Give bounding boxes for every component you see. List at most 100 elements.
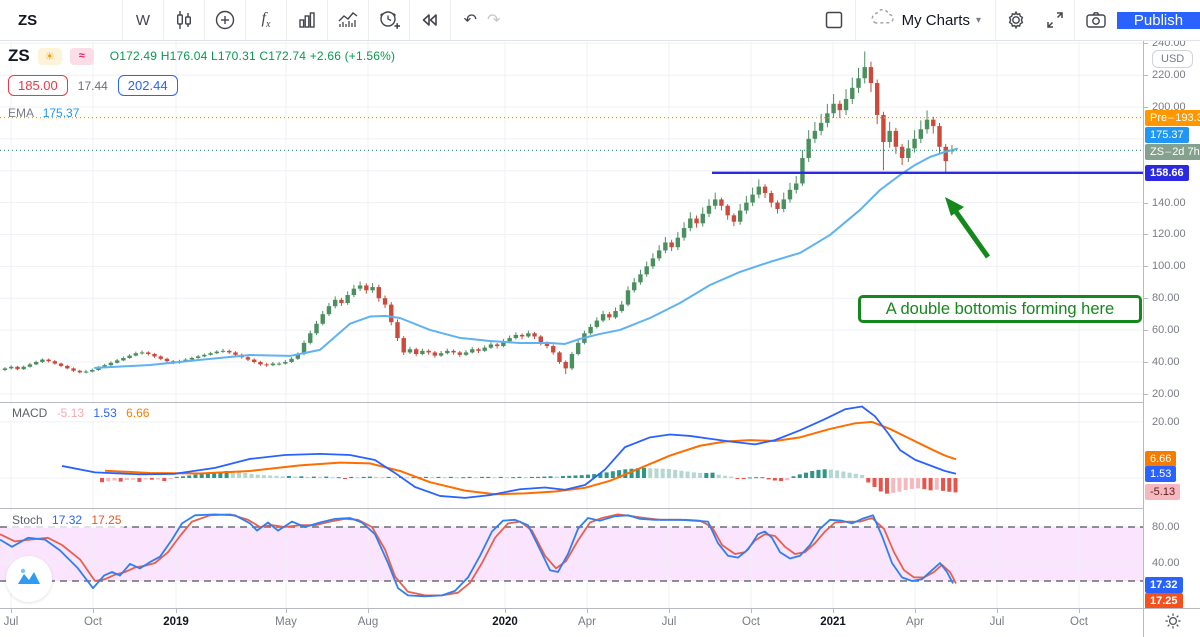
layout-select-button[interactable] [813, 10, 855, 30]
volatility-wave-icon: ≈ [69, 47, 94, 65]
price-tick-label: 220.00 [1152, 69, 1186, 82]
snapshot-button[interactable] [1075, 10, 1117, 30]
buy-price-pill[interactable]: 202.44 [117, 75, 178, 96]
redo-icon[interactable]: ↷ [487, 12, 501, 29]
time-tick-label: Jul [989, 616, 1005, 628]
time-tick-label: May [275, 616, 297, 628]
undo-redo-group: ↶ ↷ [451, 0, 513, 40]
price-tick-label: 60.00 [1152, 324, 1180, 337]
stoch-tick-label: 80.00 [1152, 520, 1180, 533]
chart-canvas[interactable] [0, 40, 1143, 608]
legend-symbol[interactable]: ZS [8, 46, 30, 65]
stoch-d-value: 17.25 [91, 513, 122, 527]
stoch-panel [0, 508, 1143, 608]
ema-price-badge: 175.37 [1145, 126, 1189, 143]
fullscreen-icon [1045, 10, 1065, 30]
macd-tick-label: 20.00 [1152, 415, 1180, 428]
annotation-text-box[interactable]: A double bottomis forming here [858, 295, 1142, 323]
stoch-k-badge: 17.32 [1145, 577, 1183, 593]
price-tick-label: 20.00 [1152, 387, 1180, 400]
stoch-label: Stoch [12, 513, 43, 527]
annotation-arrow[interactable] [945, 197, 991, 259]
indicators-button[interactable]: fx [246, 0, 287, 40]
undo-icon[interactable]: ↶ [463, 12, 477, 29]
stoch-k-value: 17.32 [52, 513, 83, 527]
sell-price-pill[interactable]: 185.00 [8, 75, 68, 96]
bar-replay-button[interactable] [410, 0, 451, 40]
hline-price-badge: 158.66 [1145, 164, 1189, 181]
mountain-chart-icon [16, 566, 42, 593]
compare-button[interactable] [205, 0, 246, 40]
chevron-down-icon: ▾ [975, 14, 981, 26]
panel-separator-stoch[interactable] [0, 508, 1200, 509]
macd-hist-value: -5.13 [56, 406, 85, 420]
stoch-d-line [0, 513, 957, 597]
timezone-settings-cell[interactable] [1143, 609, 1200, 637]
time-tick-label: Oct [742, 616, 760, 628]
macd-line [61, 405, 957, 499]
price-tick-label: 80.00 [1152, 292, 1180, 305]
interval-button[interactable]: W [123, 0, 164, 40]
time-tick-label: 2019 [163, 616, 189, 628]
settings-button[interactable] [996, 9, 1036, 31]
spread-value: 17.44 [77, 78, 108, 93]
fullscreen-button[interactable] [1036, 10, 1074, 30]
price-axis[interactable]: USD 240.00 220.00 200.00 140.00 120.00 100.00… [1143, 37, 1200, 609]
macd-signal-badge: 6.66 [1145, 451, 1177, 467]
alert-button[interactable] [369, 0, 410, 40]
time-tick-label: Apr [578, 616, 596, 628]
time-tick-label: Apr [906, 616, 924, 628]
macd-signal-line [104, 420, 957, 496]
macd-line-badge: 1.53 [1145, 466, 1177, 482]
panel-separator-macd[interactable] [0, 402, 1200, 403]
macd-label: MACD [12, 406, 48, 420]
price-tick-label: 40.00 [1152, 355, 1180, 368]
templates-button[interactable] [328, 0, 369, 40]
fx-icon: fx [261, 9, 271, 31]
macd-line-value: 1.53 [93, 406, 117, 420]
fundamentals-button[interactable] [287, 0, 328, 40]
symbol-search-button[interactable]: ZS [0, 0, 123, 40]
stoch-d-badge: 17.25 [1145, 593, 1183, 609]
candles-icon [173, 9, 195, 31]
publish-label: Publish [1133, 11, 1184, 29]
compare-plus-icon [214, 9, 236, 31]
price-tick-label: 100.00 [1152, 260, 1186, 273]
cloud-icon [870, 8, 896, 31]
sun-settings-icon [1164, 612, 1182, 635]
premarket-sun-icon: ☀ [37, 47, 62, 65]
time-tick-label: Jul [661, 616, 677, 628]
ema-label[interactable]: EMA [8, 106, 34, 120]
change-value: +2.66 (+1.56%) [309, 49, 396, 63]
time-axis[interactable]: Jul Oct 2019 May Aug 2020 Apr Jul Oct 2021 Apr Jul O… [0, 608, 1200, 637]
top-toolbar: ZS W fx [0, 0, 1200, 41]
macd-hist-badge: -5.13 [1145, 484, 1181, 500]
alarm-plus-icon [377, 9, 401, 31]
candle-style-button[interactable] [164, 0, 205, 40]
open-value: O172.49 [109, 49, 158, 63]
currency-toggle-button[interactable]: USD [1152, 50, 1194, 68]
symbol-label: ZS [18, 11, 38, 29]
price-tick-label: 120.00 [1152, 228, 1186, 241]
stoch-band [0, 526, 1143, 581]
annotation-text: A double bottomis forming here [885, 299, 1115, 318]
my-charts-button[interactable]: My Charts ▾ [856, 8, 995, 31]
ema-line [94, 147, 958, 369]
time-tick-label: Oct [1070, 616, 1088, 628]
symbol-legend: ZS ☀ ≈ O172.49 H176.04 L170.31 C172.74 +… [8, 46, 395, 120]
macd-panel [0, 402, 1143, 508]
high-value: H176.04 [160, 49, 208, 63]
stoch-k-line [0, 513, 954, 598]
macd-signal-value: 6.66 [126, 406, 150, 420]
low-value: L170.31 [211, 49, 256, 63]
macd-legend[interactable]: MACD -5.13 1.53 6.66 [8, 405, 154, 421]
stoch-legend[interactable]: Stoch 17.32 17.25 [8, 512, 126, 528]
close-value: C172.74 [259, 49, 307, 63]
publish-button[interactable]: Publish [1117, 11, 1200, 29]
stoch-tick-label: 40.00 [1152, 556, 1180, 569]
platform-logo[interactable] [6, 556, 52, 602]
layout-square-icon [824, 10, 844, 30]
toolbar-spacer [513, 0, 813, 40]
ohlc-values: O172.49 H176.04 L170.31 C172.74 +2.66 (+… [110, 49, 396, 63]
